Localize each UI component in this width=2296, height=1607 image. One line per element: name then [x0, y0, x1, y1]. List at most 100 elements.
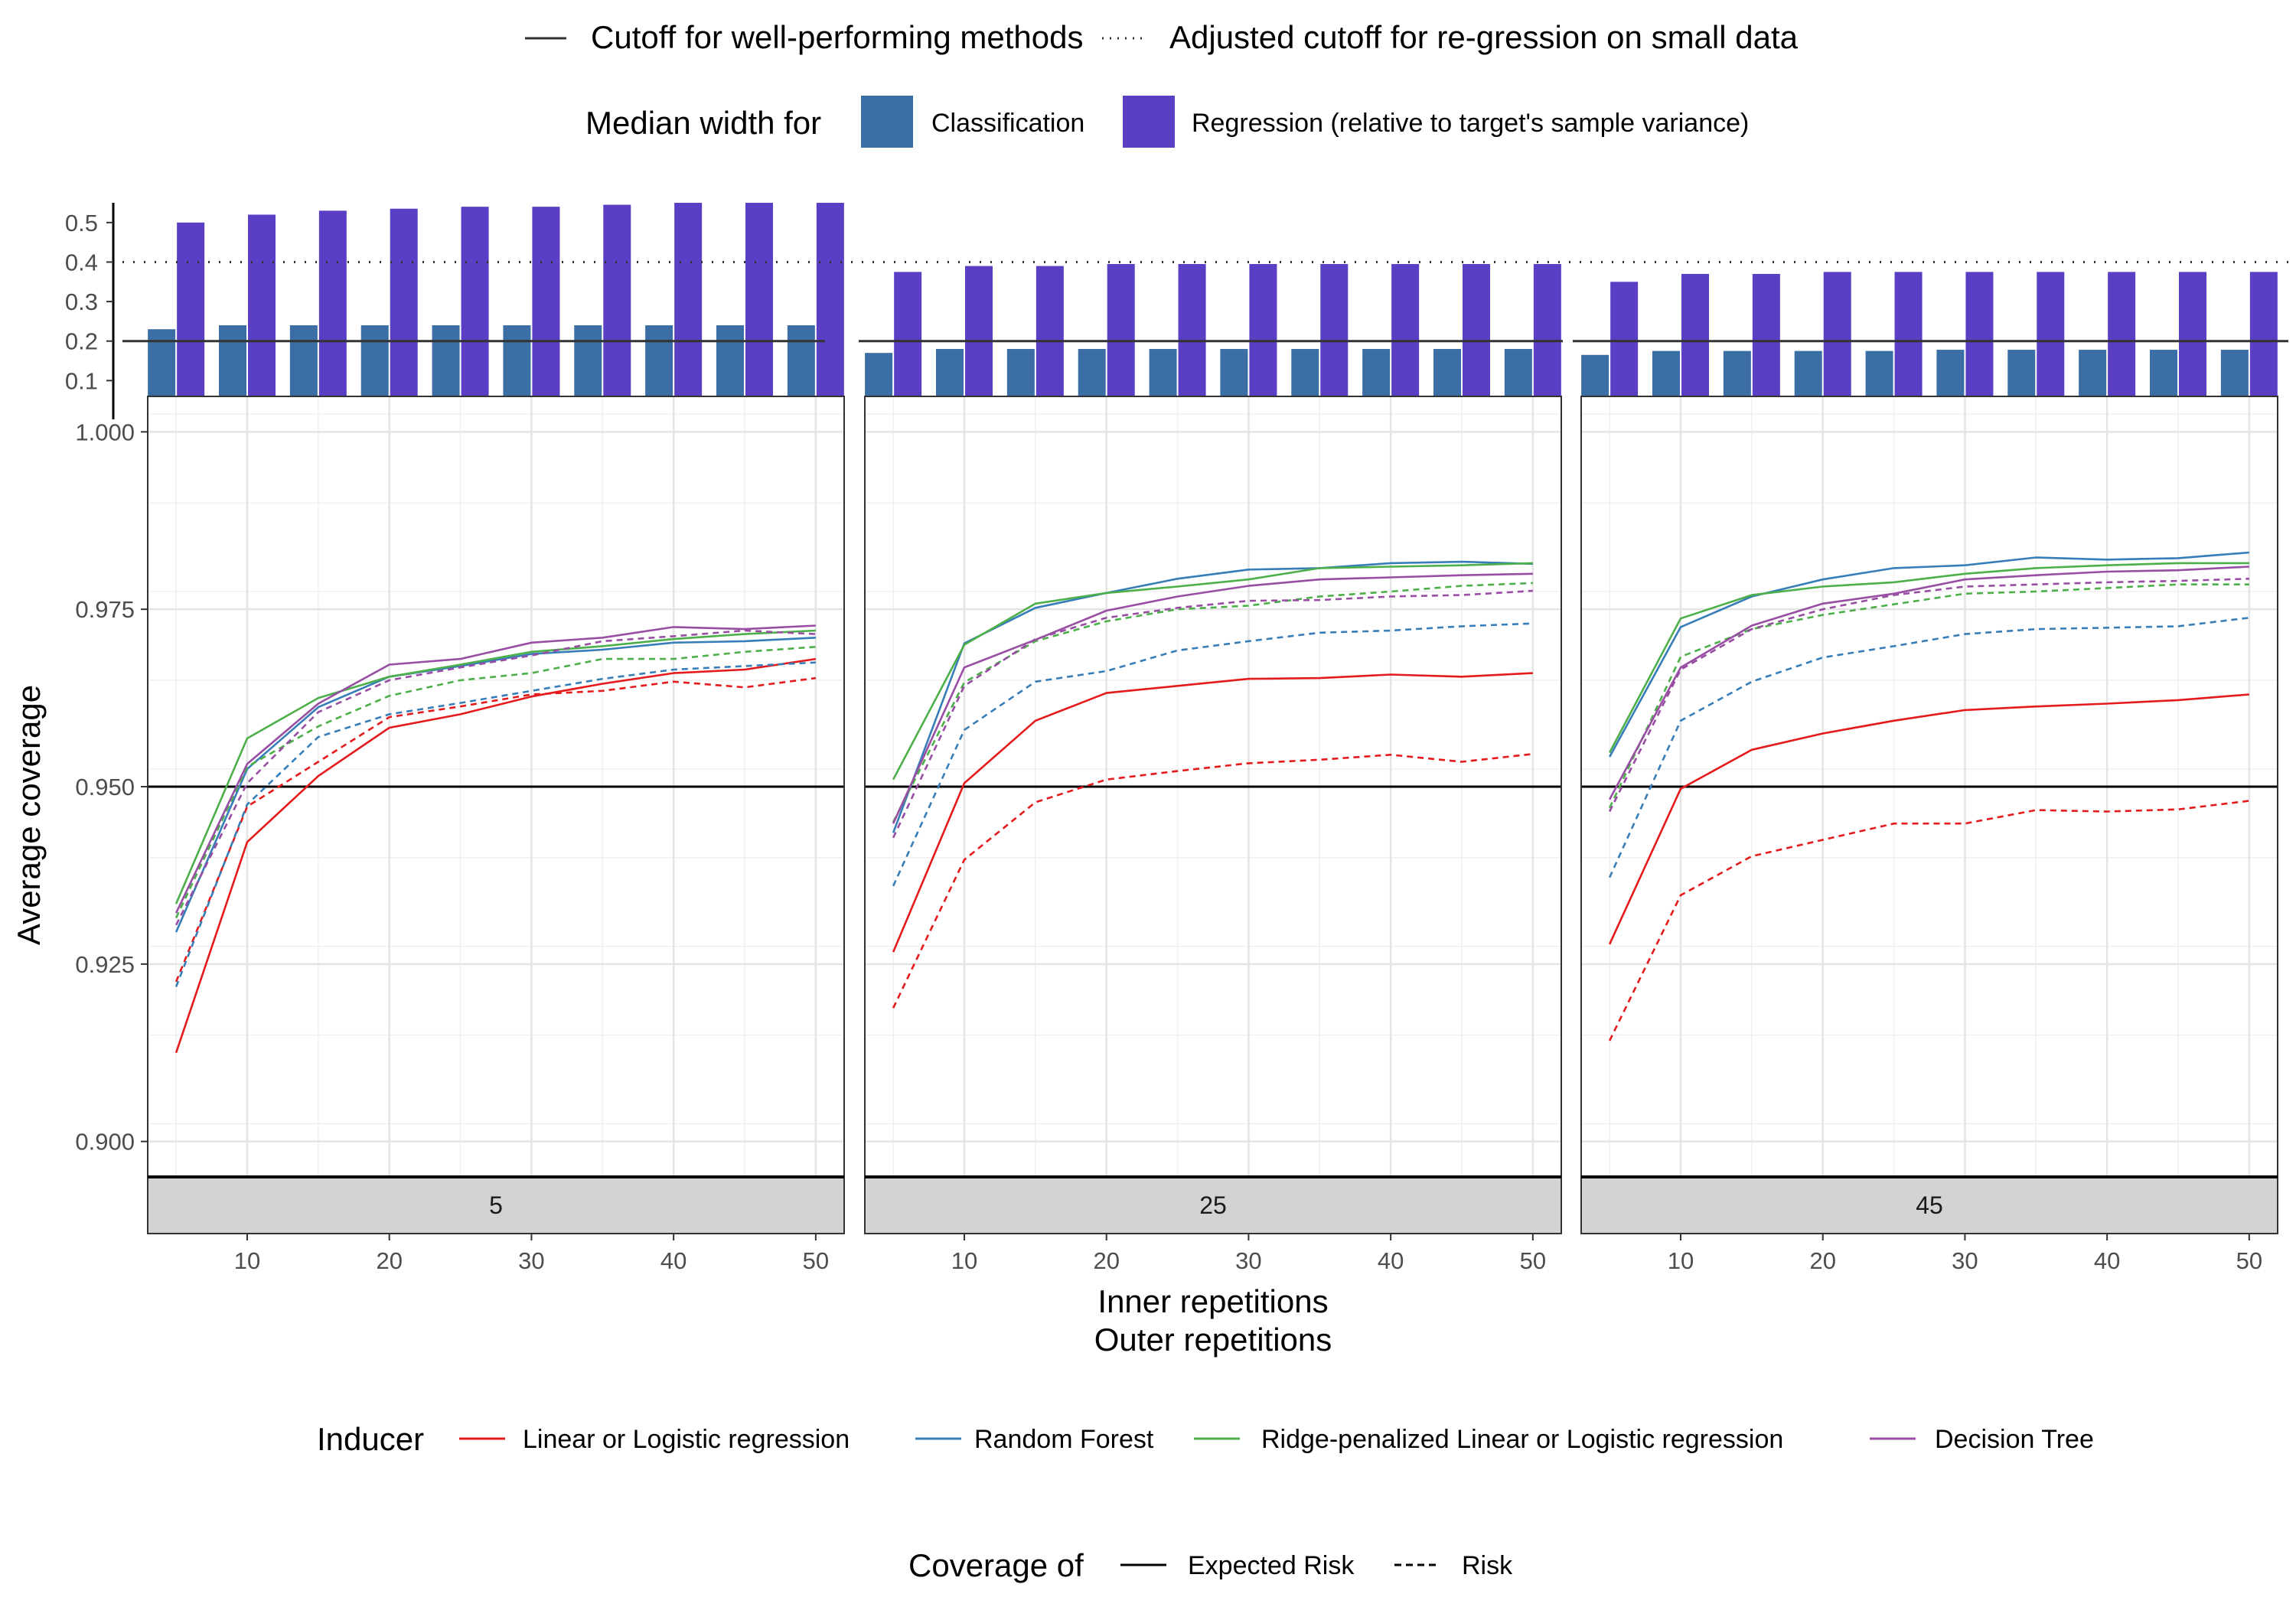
inducer-label-rf: Random Forest	[974, 1425, 1154, 1454]
facet-strip	[1580, 1176, 2278, 1234]
classification-width-bar	[1220, 349, 1248, 396]
regression-width-bar	[1035, 266, 1064, 396]
x-tick-label: 20	[1093, 1247, 1119, 1274]
y-tick-label: 0.950	[75, 774, 135, 800]
classification-width-bar	[148, 329, 176, 396]
classification-width-bar	[787, 325, 815, 396]
x-tick-label: 10	[951, 1247, 977, 1274]
series-line	[892, 560, 1533, 833]
y-tick-label: 0.975	[75, 596, 135, 623]
series-line	[1608, 693, 2250, 945]
series-line	[174, 624, 816, 914]
classification-width-bar	[432, 325, 460, 396]
classification-width-bar	[1149, 349, 1177, 396]
series-line	[174, 646, 816, 919]
regression-width-bar	[1894, 272, 1923, 396]
regression-width-bar	[1107, 264, 1135, 396]
x-axis-title-line1: Inner repetitions	[1097, 1283, 1328, 1319]
regression-width-bar	[390, 208, 418, 396]
series-line	[892, 572, 1533, 824]
classification-width-bar	[1794, 350, 1822, 396]
regression-width-bar	[1249, 264, 1277, 396]
regression-width-bar	[1463, 264, 1490, 396]
series-line	[892, 589, 1533, 839]
classification-width-bar	[1652, 350, 1680, 396]
x-tick-label: 30	[1952, 1247, 1978, 1274]
width-y-tick-label: 0.4	[65, 249, 98, 275]
regression-width-bar	[248, 214, 276, 396]
y-axis-title: Average coverage	[11, 685, 47, 945]
series-line	[174, 637, 816, 933]
series-line	[174, 661, 816, 987]
series-line	[1608, 583, 2249, 809]
cutoff-solid-label: Cutoff for well-performing methods	[591, 19, 1084, 55]
regression-width-bar	[177, 222, 205, 396]
regression-width-bar	[461, 207, 489, 396]
width-legend: Median width for Classification Regressi…	[585, 96, 1749, 148]
classification-width-bar	[1433, 349, 1461, 396]
inducer-legend-title: Inducer	[317, 1421, 424, 1457]
width-legend-regression-key	[1123, 96, 1175, 148]
width-y-tick-label: 0.3	[65, 288, 98, 315]
regression-width-bar	[1178, 264, 1206, 396]
width-legend-title: Median width for	[585, 105, 821, 141]
facet-strip-label: 5	[489, 1191, 503, 1219]
cutoff-dotted-label: Adjusted cutoff for re-gression on small…	[1169, 19, 1799, 55]
facet-strip	[147, 1176, 845, 1234]
classification-width-bar	[574, 325, 602, 396]
classification-width-bar	[2079, 350, 2107, 396]
classification-width-bar	[1581, 354, 1609, 396]
inducer-label-ridge: Ridge-penalized Linear or Logistic regre…	[1261, 1425, 1783, 1454]
x-tick-label: 40	[1378, 1247, 1404, 1274]
facet-5: 5 10 20 30 40 50	[147, 396, 845, 1274]
facet-strip	[864, 1176, 1562, 1234]
x-tick-label: 30	[1235, 1247, 1261, 1274]
regression-width-bar	[1752, 273, 1780, 396]
classification-width-bar	[1362, 349, 1391, 396]
classification-width-bar	[1006, 349, 1035, 396]
series-line	[892, 582, 1533, 823]
regression-width-bar	[745, 203, 773, 396]
classification-width-bar	[1291, 349, 1319, 396]
regression-width-bar	[894, 272, 922, 396]
series-line	[1608, 578, 2249, 813]
coverage-legend: Coverage of Expected Risk Risk	[908, 1547, 1513, 1583]
classification-width-bar	[289, 325, 318, 396]
series-line	[174, 629, 816, 905]
width-y-tick-label: 0.5	[65, 210, 98, 236]
x-axis-title-line2: Outer repetitions	[1094, 1322, 1332, 1358]
width-legend-regression-label: Regression (relative to target's sample …	[1192, 109, 1749, 138]
coverage-label-risk: Risk	[1462, 1551, 1513, 1580]
classification-width-bar	[716, 325, 744, 396]
classification-width-bar	[1865, 350, 1893, 396]
width-legend-classification-key	[861, 96, 913, 148]
classification-width-bar	[1936, 350, 1965, 396]
classification-width-bar	[2007, 350, 2036, 396]
classification-width-bar	[1504, 349, 1532, 396]
y-tick-label: 0.900	[75, 1129, 135, 1156]
x-tick-label: 30	[518, 1247, 544, 1274]
regression-width-bar	[674, 203, 703, 396]
x-tick-label: 40	[2094, 1247, 2120, 1274]
x-tick-label: 20	[376, 1247, 402, 1274]
series-line	[892, 562, 1533, 781]
regression-width-bar	[603, 204, 631, 396]
cutoff-legend: Cutoff for well-performing methods Adjus…	[525, 19, 1799, 55]
series-line	[1608, 566, 2249, 800]
classification-width-bar	[503, 325, 531, 396]
series-line	[1608, 551, 2250, 758]
regression-width-bar	[1391, 264, 1420, 396]
regression-width-bar	[2108, 272, 2136, 396]
series-line	[892, 672, 1533, 953]
classification-width-bar	[865, 353, 893, 396]
regression-width-bar	[532, 207, 560, 396]
facets: 5 10 20 30 40 50 25 10 20 30 40 50 45 10 20 30 40 50 0.900…	[75, 396, 2278, 1274]
coverage-label-expected: Expected Risk	[1188, 1551, 1355, 1580]
inducer-label-tree: Decision Tree	[1935, 1425, 2094, 1454]
classification-width-bar	[645, 325, 673, 396]
x-tick-label: 10	[234, 1247, 260, 1274]
regression-width-bar	[1610, 282, 1639, 396]
facet-45: 45 10 20 30 40 50	[1580, 396, 2278, 1274]
facet-strip-label: 25	[1199, 1191, 1227, 1219]
